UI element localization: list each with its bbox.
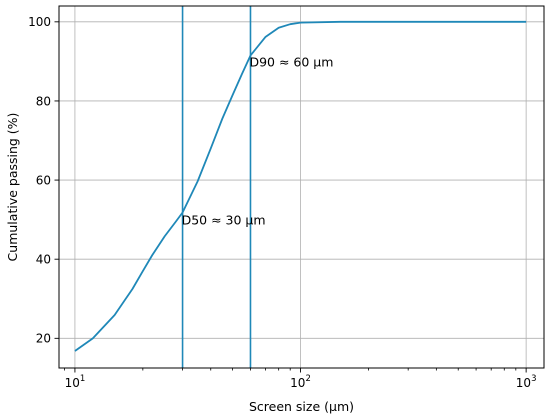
y-axis-ticks: 20 40 60 80 100 (28, 15, 59, 346)
y-tick-label: 60 (36, 173, 51, 187)
grid (59, 6, 544, 368)
annotation-label: D90 ≈ 60 µm (249, 54, 333, 69)
series-group (74, 20, 527, 352)
annotation-label: D50 ≈ 30 µm (182, 213, 266, 228)
y-axis-label: Cumulative passing (%) (5, 113, 20, 262)
y-tick-label: 80 (36, 94, 51, 108)
y-tick-label: 20 (36, 332, 51, 346)
plot-area (59, 6, 544, 368)
x-tick-label: 103 (516, 374, 537, 390)
x-axis-ticks: 101 102 103 (64, 368, 537, 390)
plot-frame (58, 5, 545, 369)
reference-lines (181, 6, 252, 368)
x-tick-label: 101 (65, 374, 86, 390)
x-tick-label: 102 (290, 374, 311, 390)
y-tick-label: 100 (28, 15, 51, 29)
annotations: D50 ≈ 30 µm D90 ≈ 60 µm (182, 54, 334, 227)
y-tick-label: 40 (36, 253, 51, 267)
x-axis-label: Screen size (µm) (249, 399, 354, 414)
cumulative-curve (74, 20, 527, 352)
